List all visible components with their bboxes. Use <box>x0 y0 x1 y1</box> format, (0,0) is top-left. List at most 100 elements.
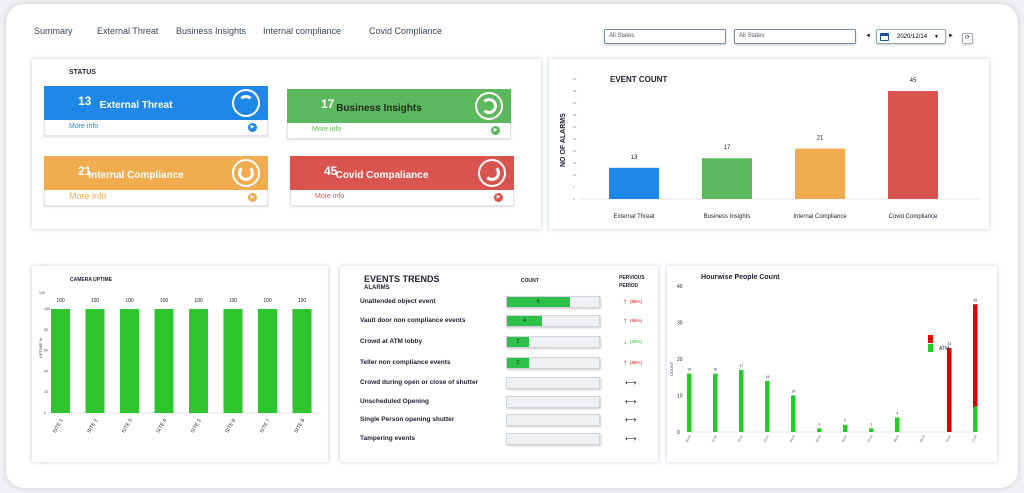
arrow-right-icon[interactable]: ▶ <box>494 193 503 202</box>
legend-label: ATM <box>939 346 949 352</box>
trend-label: Teller non compliance events <box>360 359 451 366</box>
data-label: 16 <box>713 368 717 372</box>
status-title: STATUS <box>69 69 96 76</box>
data-label: 100 <box>125 298 134 304</box>
date-picker[interactable]: 2020/12/14 ▼ <box>876 29 946 44</box>
chart-title: EVENT COUNT <box>610 75 667 84</box>
arrow-up-icon: ↑ (66%) <box>623 358 643 367</box>
x-tick-label: 04:00 <box>789 434 796 443</box>
y-tick-label: 0 <box>44 411 46 415</box>
x-tick-label: 00:00 <box>685 434 692 443</box>
bar <box>713 373 718 432</box>
tile-business-insights[interactable]: 17 Business Insights More info ▶ <box>287 89 511 139</box>
trend-count: 4 <box>523 318 526 324</box>
x-tick-label: SITE 2 <box>86 418 99 434</box>
arrow-both-icon: ⟷ <box>625 397 637 406</box>
more-info-link[interactable]: More info <box>315 193 345 200</box>
data-label: 17 <box>739 364 743 368</box>
tab-external-threat[interactable]: External Threat <box>97 26 159 36</box>
x-tick-label: 06:00 <box>841 434 848 443</box>
tile-count: 45 <box>324 164 338 178</box>
tile-top: 13 External Threat <box>44 86 268 120</box>
tab-business-insights[interactable]: Business Insights <box>176 26 247 36</box>
y-tick-label: 10 <box>573 173 577 177</box>
trend-label: Unscheduled Opening <box>360 398 429 405</box>
x-tick-label: SITE 7 <box>259 418 272 434</box>
arrow-right-icon[interactable]: ▶ <box>248 123 257 132</box>
tile-label: Business Insights <box>336 103 422 114</box>
count-header: COUNT <box>521 278 539 284</box>
bar <box>51 309 70 413</box>
ring-gauge-icon <box>478 159 506 187</box>
refresh-button[interactable]: ⟳ <box>962 33 973 44</box>
tile-covid-compliance[interactable]: 45 Covid Compaliance More info ▶ <box>290 156 514 206</box>
trend-bar: 2 <box>506 336 600 348</box>
trend-bar-fill: 4 <box>507 316 542 326</box>
x-tick-label: 10:00 <box>945 434 952 443</box>
more-info-link[interactable]: More info <box>312 126 342 133</box>
arrow-both-icon: ⟷ <box>625 378 637 387</box>
x-tick-label: SITE 6 <box>224 418 237 434</box>
data-label: 21 <box>817 136 824 142</box>
y-tick-label: 35 <box>573 113 577 117</box>
trend-pct: (25%) <box>630 339 643 345</box>
bar <box>869 428 874 432</box>
tile-label: Internal Compliance <box>88 170 184 181</box>
x-tick-label: SITE 5 <box>190 418 203 434</box>
tile-footer: More info ▶ <box>290 190 514 206</box>
arrow-up-icon: ↑ (66%) <box>623 297 643 306</box>
prev-date-icon[interactable]: ◄ <box>865 33 871 39</box>
ring-gauge-icon <box>232 159 260 187</box>
next-date-icon[interactable]: ► <box>948 33 954 39</box>
bar <box>292 309 312 413</box>
data-label: 100 <box>91 298 100 304</box>
bar <box>888 91 938 199</box>
state-select-2[interactable]: All States <box>734 29 856 44</box>
trend-pct: (66%) <box>630 318 643 324</box>
trends-title: EVENTS TRENDS <box>364 274 440 284</box>
data-label: 45 <box>910 78 917 84</box>
trend-count: 5 <box>536 299 540 305</box>
y-tick-label: 40 <box>677 284 683 290</box>
tile-external-threat[interactable]: 13 External Threat More info ▶ <box>44 86 268 136</box>
tab-summary[interactable]: Summary <box>34 26 73 36</box>
events-trends-card: EVENTS TRENDS ALARMS COUNT PERVIOUS PERI… <box>340 266 658 462</box>
trend-label: Tampering events <box>360 435 416 442</box>
data-label: 4 <box>896 411 898 415</box>
more-info-link[interactable]: More info <box>69 191 107 201</box>
arrow-down-icon: ↓ (25%) <box>623 337 643 346</box>
state-select-1[interactable]: All States <box>604 29 726 44</box>
y-tick-label: 100 <box>44 307 50 311</box>
calendar-icon <box>880 32 889 41</box>
bar <box>791 395 796 432</box>
tile-internal-compliance[interactable]: 21 Internal Compliance More info ▶ <box>44 156 268 206</box>
bar <box>702 158 752 199</box>
arrow-right-icon[interactable]: ▶ <box>491 126 500 135</box>
tab-covid-compliance[interactable]: Covid Compliance <box>369 26 443 36</box>
hourwise-chart: Hourwise People Count COUNT 0 10 20 30 40 00:… <box>669 274 978 443</box>
legend-swatch <box>928 335 933 343</box>
x-tick-label: External Threat <box>614 214 655 220</box>
y-tick-label: 50 <box>573 77 577 81</box>
hourwise-card: Hourwise People Count COUNT 0 10 20 30 40 00:… <box>667 266 997 462</box>
y-tick-label: 30 <box>573 125 577 129</box>
y-tick-label: 20 <box>573 149 577 153</box>
trends-subtitle: ALARMS <box>364 285 390 291</box>
data-label: 7 <box>974 400 976 404</box>
trend-bar: 5 <box>506 296 600 308</box>
arrow-right-icon[interactable]: ▶ <box>248 193 257 202</box>
y-axis-label: NO OF ALARMS <box>560 113 567 167</box>
event-count-chart: EVENT COUNT NO OF ALARMS 0 5 10 15 20 25 30 35 4… <box>560 75 979 220</box>
date-value: 2020/12/14 <box>897 33 928 40</box>
y-tick-label: 10 <box>677 394 683 400</box>
camera-uptime-chart: CAMERA UPTIME UPTIME % 0 20 40 60 80 100 100 10… <box>38 277 320 434</box>
trend-bar-fill: 2 <box>507 358 530 368</box>
x-tick-label: Business Insights <box>704 214 751 220</box>
more-info-link[interactable]: More info <box>69 123 99 130</box>
data-label: 14 <box>765 375 769 379</box>
data-label: 10 <box>791 390 795 394</box>
trend-bar <box>506 396 600 408</box>
bar <box>973 406 978 432</box>
tab-internal-compliance[interactable]: Internal compliance <box>263 26 342 36</box>
chevron-down-icon: ▼ <box>934 33 939 40</box>
